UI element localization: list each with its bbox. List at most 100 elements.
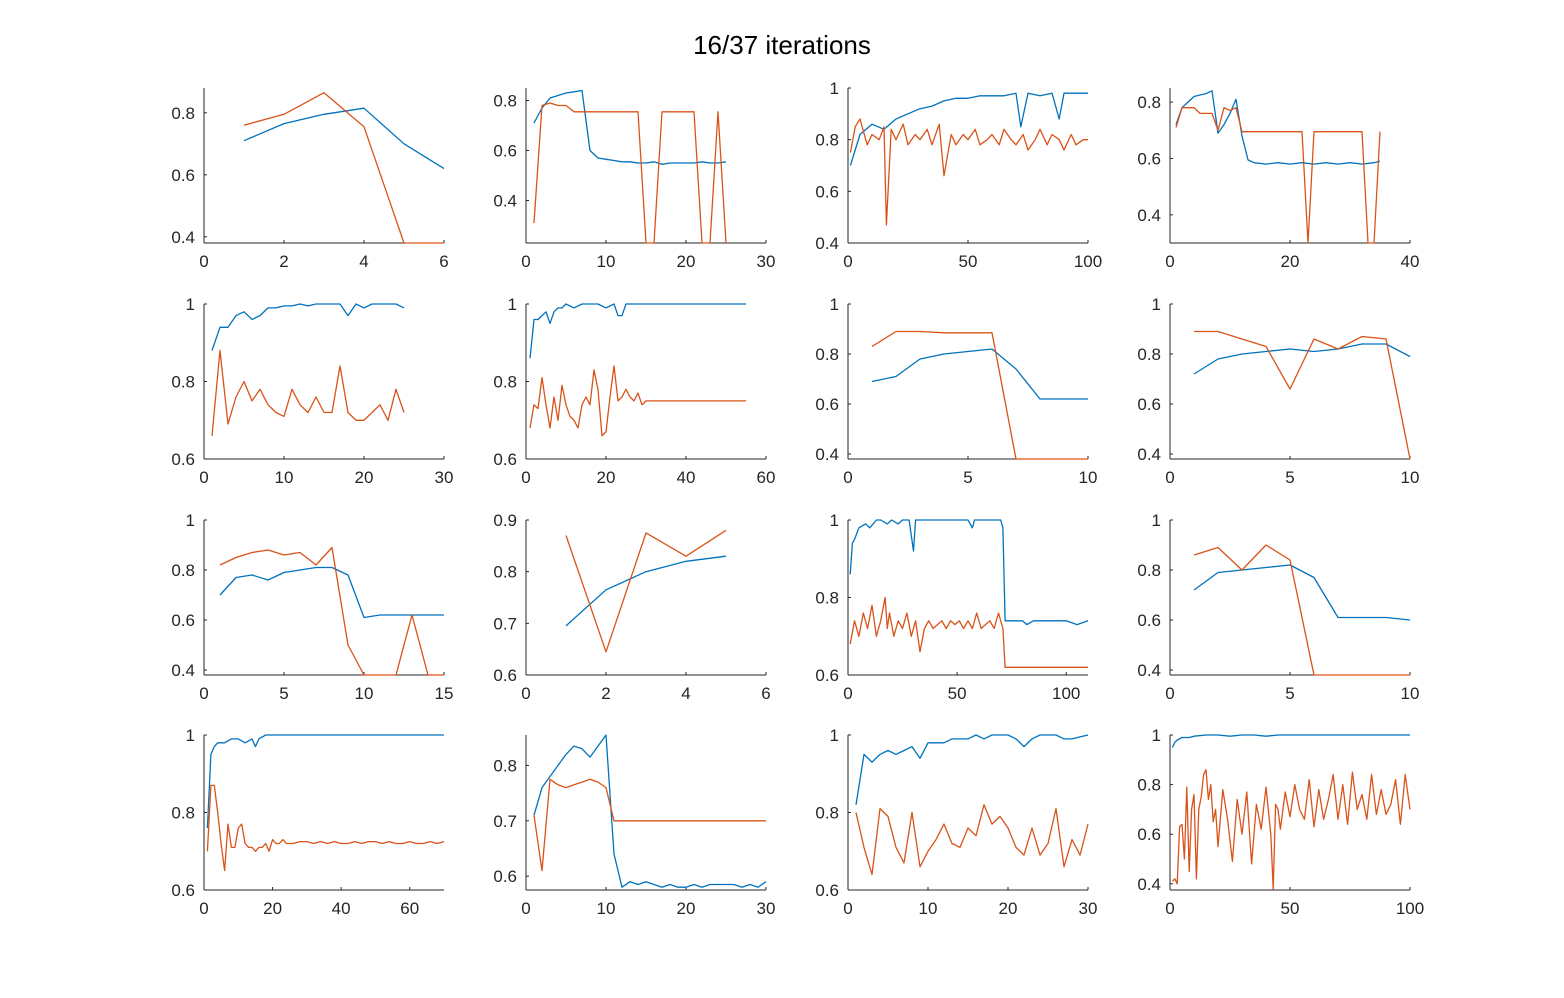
y-tick-label: 0.6	[1137, 611, 1161, 630]
y-tick-label: 0.6	[815, 182, 839, 201]
y-tick-label: 0.8	[171, 104, 195, 123]
y-tick-label: 0.8	[815, 131, 839, 150]
subplot-14: 0 10 20 30 0.6 0.7 0.8	[493, 734, 775, 918]
series-2-line	[243, 92, 444, 244]
x-tick-label: 6	[439, 252, 448, 271]
x-tick-label: 0	[521, 468, 530, 487]
figure-title: 16/37 iterations	[693, 30, 871, 60]
x-tick-label: 50	[959, 252, 978, 271]
x-tick-label: 5	[1285, 468, 1294, 487]
y-tick-label: 0.6	[171, 611, 195, 630]
x-tick-label: 20	[999, 899, 1018, 918]
x-tick-label: 100	[1396, 899, 1424, 918]
x-tick-label: 0	[843, 899, 852, 918]
y-tick-label: 0.8	[493, 373, 517, 392]
y-tick-label: 0.4	[1137, 661, 1161, 680]
series-1-line	[206, 734, 444, 829]
x-tick-label: 0	[199, 252, 208, 271]
subplot-7: 0 5 10 0.4 0.6 0.8 1	[815, 295, 1097, 487]
y-tick-label: 0.6	[171, 881, 195, 900]
y-tick-label: 1	[1152, 726, 1161, 745]
x-tick-label: 0	[199, 899, 208, 918]
x-tick-label: 10	[597, 899, 616, 918]
series-2-line	[533, 102, 727, 244]
x-tick-label: 0	[843, 684, 852, 703]
y-tick-label: 0.8	[493, 92, 517, 111]
x-tick-label: 0	[521, 684, 530, 703]
y-tick-label: 0.8	[1137, 776, 1161, 795]
subplot-10: 0 2 4 6 0.6 0.7 0.8 0.9	[493, 511, 770, 703]
y-tick-label: 0.8	[493, 756, 517, 775]
series-1-line	[855, 734, 1089, 805]
series-1-line	[849, 92, 1088, 166]
y-tick-label: 0.4	[171, 228, 195, 247]
y-tick-label: 0.8	[1137, 93, 1161, 112]
subplot-9: 0 5 10 15 0.4 0.6 0.8 1	[171, 511, 453, 703]
series-1-line	[533, 734, 767, 888]
x-tick-label: 10	[1401, 468, 1420, 487]
series-2-line	[871, 330, 1088, 460]
x-tick-label: 50	[948, 684, 967, 703]
y-tick-label: 0.8	[815, 804, 839, 823]
y-tick-label: 0.4	[493, 192, 517, 211]
y-tick-label: 0.4	[1137, 875, 1161, 894]
x-tick-label: 0	[1165, 899, 1174, 918]
subplot-4: 0 20 40 0.4 0.6 0.8	[1137, 88, 1419, 271]
x-tick-label: 2	[279, 252, 288, 271]
x-tick-label: 30	[1079, 899, 1098, 918]
x-tick-label: 100	[1052, 684, 1080, 703]
series-1-line	[565, 555, 727, 627]
series-1-line	[871, 348, 1088, 400]
y-tick-label: 0.8	[171, 373, 195, 392]
y-tick-label: 1	[186, 295, 195, 314]
x-tick-label: 20	[597, 468, 616, 487]
series-2-line	[849, 118, 1088, 226]
y-tick-label: 0.6	[171, 450, 195, 469]
x-tick-label: 0	[843, 468, 852, 487]
y-tick-label: 1	[830, 726, 839, 745]
y-tick-label: 0.4	[815, 234, 839, 253]
subplot-3: 0 50 100 0.4 0.6 0.8 1	[815, 79, 1102, 271]
y-tick-label: 0.6	[815, 666, 839, 685]
y-tick-label: 0.8	[815, 589, 839, 608]
x-tick-label: 0	[843, 252, 852, 271]
y-tick-label: 1	[830, 511, 839, 530]
x-tick-label: 0	[199, 468, 208, 487]
x-tick-label: 60	[400, 899, 419, 918]
y-tick-label: 1	[830, 79, 839, 98]
y-tick-label: 0.8	[171, 561, 195, 580]
y-tick-label: 0.4	[815, 445, 839, 464]
x-tick-label: 15	[435, 684, 454, 703]
series-2-line	[849, 596, 1088, 668]
x-tick-label: 5	[279, 684, 288, 703]
y-tick-label: 0.8	[1137, 561, 1161, 580]
series-1-line	[849, 519, 1089, 626]
x-tick-label: 40	[677, 468, 696, 487]
x-tick-label: 0	[1165, 684, 1174, 703]
series-2-line	[1193, 544, 1410, 676]
y-tick-label: 0.6	[493, 666, 517, 685]
x-tick-label: 40	[1401, 252, 1420, 271]
series-1-line	[243, 107, 445, 170]
x-tick-label: 10	[597, 252, 616, 271]
x-tick-label: 100	[1074, 252, 1102, 271]
subplot-1: 0 2 4 6 0.4 0.6 0.8	[171, 88, 449, 271]
x-tick-label: 60	[757, 468, 776, 487]
x-tick-label: 5	[963, 468, 972, 487]
x-tick-label: 30	[757, 252, 776, 271]
subplot-5: 0 10 20 30 0.6 0.8 1	[171, 295, 453, 487]
series-1-line	[1193, 343, 1411, 375]
series-1-line	[529, 303, 746, 359]
y-tick-label: 0.6	[815, 881, 839, 900]
x-tick-label: 20	[677, 899, 696, 918]
series-2-line	[1194, 330, 1411, 460]
subplot-11: 0 50 100 0.6 0.8 1	[815, 511, 1089, 703]
y-tick-label: 1	[186, 511, 195, 530]
series-1-line	[219, 566, 444, 619]
x-tick-label: 0	[1165, 468, 1174, 487]
y-tick-label: 0.6	[493, 867, 517, 886]
y-tick-label: 0.6	[1137, 395, 1161, 414]
series-1-line	[211, 303, 405, 351]
x-tick-label: 20	[355, 468, 374, 487]
